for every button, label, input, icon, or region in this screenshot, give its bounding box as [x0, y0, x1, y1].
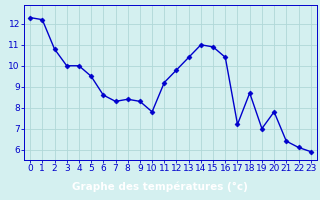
Text: Graphe des températures (°c): Graphe des températures (°c)	[72, 182, 248, 192]
